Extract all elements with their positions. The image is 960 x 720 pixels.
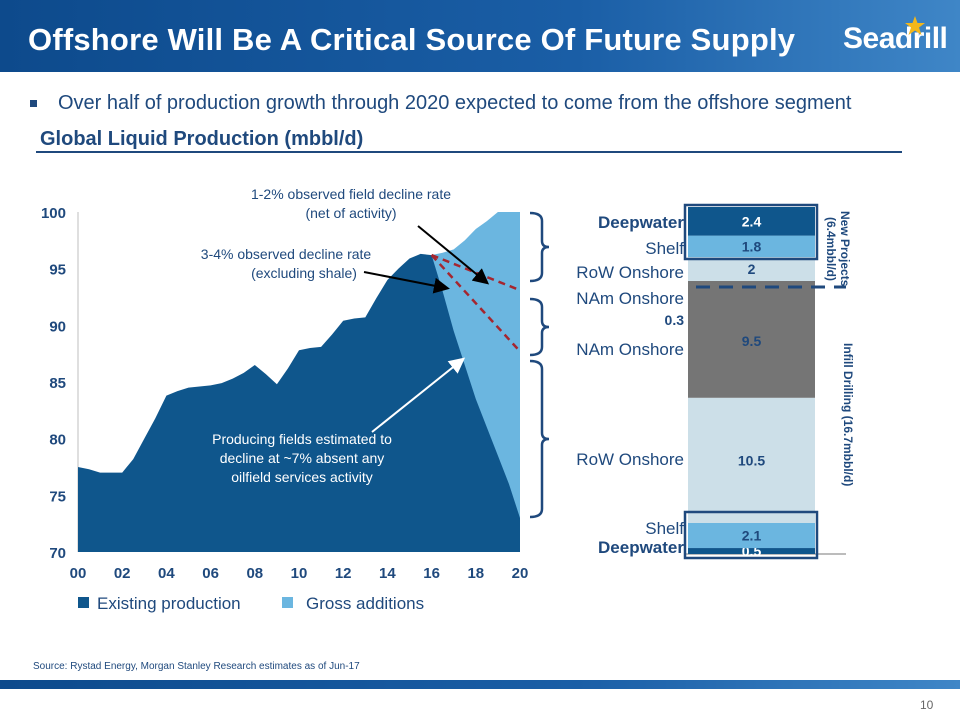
bar-segment-nam-onshore-infill (688, 284, 815, 398)
label-deepwater-new: Deepwater (598, 213, 684, 232)
annotation-1-line1: 1-2% observed field decline rate (251, 186, 451, 202)
bar-segment-value: 1.8 (742, 238, 762, 254)
legend-label-existing: Existing production (97, 594, 241, 613)
group-bracket (530, 359, 550, 519)
group-bracket (530, 211, 550, 283)
decline-line-3-4pct (430, 254, 521, 353)
bar-segment-deepwater-infill (688, 548, 815, 554)
label-shelf-infill: Shelf (645, 519, 684, 538)
chart-title: Global Liquid Production (mbbl/d) (40, 128, 364, 150)
bullet-text: Over half of production growth through 2… (58, 92, 852, 114)
y-tick-label: 80 (49, 432, 66, 449)
x-tick-label: 20 (512, 565, 529, 582)
annotation-arrow-1 (417, 225, 490, 285)
legend-swatch-existing (78, 597, 89, 608)
label-row-onshore-new: RoW Onshore (576, 263, 684, 282)
bar-segment-value: 2 (748, 261, 756, 277)
footer-bar (0, 680, 960, 689)
x-tick-label: 16 (423, 565, 440, 582)
bar-segment-shelf-new (688, 235, 815, 258)
annotation-1-line2: (net of activity) (305, 205, 396, 221)
annotation-2-line1: 3-4% observed decline rate (201, 246, 372, 262)
seadrill-logo: Seadrill (843, 22, 948, 55)
x-tick-label: 08 (246, 565, 263, 582)
star-icon (905, 16, 925, 35)
existing-production-area (78, 253, 520, 552)
annotation-3-line2: decline at ~7% absent any (220, 450, 385, 466)
label-shelf-new: Shelf (645, 239, 684, 258)
label-nam-onshore-new-value: 0.3 (664, 312, 684, 328)
offshore-infill-highlight-box (683, 510, 819, 560)
bullet-marker (30, 100, 37, 107)
x-tick-label: 04 (158, 565, 175, 582)
label-row-onshore-infill: RoW Onshore (576, 450, 684, 469)
bar-segment-value: 2.4 (742, 213, 762, 229)
source-note: Source: Rystad Energy, Morgan Stanley Re… (33, 661, 360, 672)
x-tick-label: 10 (291, 565, 308, 582)
header-bar (0, 0, 960, 72)
new-projects-value: (6.4mbbl/d) (824, 217, 838, 281)
legend-label-additions: Gross additions (306, 594, 424, 613)
bar-segment-value: 9.5 (742, 333, 762, 349)
y-tick-label: 85 (49, 375, 66, 392)
y-tick-label: 100 (41, 205, 66, 222)
annotation-3-line1: Producing fields estimated to (212, 431, 392, 447)
decline-line-1-2pct (431, 253, 521, 292)
group-bracket (530, 297, 550, 357)
legend-swatch-additions (282, 597, 293, 608)
bar-segment-value: 2.1 (742, 528, 762, 544)
x-tick-label: 06 (202, 565, 219, 582)
x-tick-label: 12 (335, 565, 352, 582)
infill-drilling-label: Infill Drilling (16.7mbbl/d) (841, 343, 855, 486)
bar-segment-row-onshore-new (688, 257, 815, 281)
annotation-arrow-2 (363, 271, 450, 294)
page-number: 10 (920, 698, 934, 712)
x-tick-label: 02 (114, 565, 131, 582)
bar-segment-shelf-infill (688, 522, 815, 549)
bar-segment-value: 10.5 (738, 452, 765, 468)
label-nam-onshore-infill: NAm Onshore (576, 340, 684, 359)
annotation-arrow-3 (371, 357, 466, 433)
annotation-2-line2: (excluding shale) (251, 265, 357, 281)
new-projects-label: New Projects (838, 211, 852, 287)
area-chart: 70 75 80 85 90 95 100 00 02 04 06 08 10 12 14 16 18 20 1-… (41, 186, 529, 613)
bar-segment-nam-onshore-new (688, 280, 815, 285)
y-tick-label: 90 (49, 318, 66, 335)
y-tick-label: 75 (49, 488, 66, 505)
x-tick-label: 18 (467, 565, 484, 582)
page-title: Offshore Will Be A Critical Source Of Fu… (28, 22, 796, 57)
title-underline (36, 151, 902, 153)
x-tick-label: 14 (379, 565, 396, 582)
label-deepwater-infill: Deepwater (598, 538, 684, 557)
stacked-bar-chart: 0.52.110.59.521.82.4 New Projects (6.4mb… (530, 203, 855, 560)
offshore-new-highlight-box (683, 203, 819, 261)
x-tick-label: 00 (70, 565, 87, 582)
y-tick-label: 70 (49, 545, 66, 562)
bar-segment-row-onshore-infill (688, 397, 815, 523)
label-nam-onshore-new: NAm Onshore (576, 289, 684, 308)
bar-segment-deepwater-new (688, 207, 815, 236)
annotation-3-line3: oilfield services activity (231, 469, 373, 485)
y-tick-label: 95 (49, 262, 66, 279)
